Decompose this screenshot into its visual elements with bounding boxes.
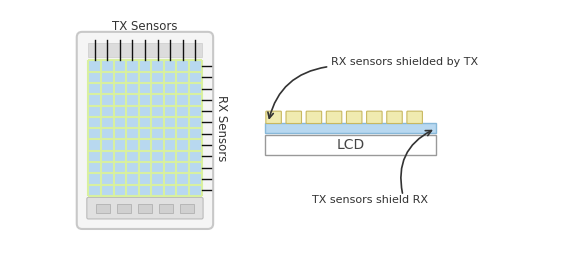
Text: RX sensors shielded by TX: RX sensors shielded by TX: [331, 57, 478, 67]
Bar: [138, 204, 152, 213]
Bar: [265, 124, 436, 133]
Bar: [159, 204, 173, 213]
Bar: [89, 44, 202, 57]
Bar: [89, 60, 202, 196]
FancyBboxPatch shape: [266, 111, 282, 124]
FancyBboxPatch shape: [87, 197, 203, 219]
FancyBboxPatch shape: [346, 111, 362, 124]
Bar: [117, 204, 131, 213]
FancyBboxPatch shape: [367, 111, 382, 124]
Text: LCD: LCD: [336, 138, 364, 152]
Bar: [180, 204, 194, 213]
FancyBboxPatch shape: [77, 32, 213, 229]
FancyBboxPatch shape: [407, 111, 423, 124]
Bar: [96, 204, 110, 213]
Bar: [265, 135, 436, 155]
Text: RX Sensors: RX Sensors: [215, 95, 228, 161]
FancyBboxPatch shape: [326, 111, 342, 124]
FancyBboxPatch shape: [286, 111, 301, 124]
Text: TX Sensors: TX Sensors: [112, 20, 178, 33]
FancyBboxPatch shape: [306, 111, 322, 124]
FancyBboxPatch shape: [387, 111, 402, 124]
Text: TX sensors shield RX: TX sensors shield RX: [311, 196, 427, 205]
